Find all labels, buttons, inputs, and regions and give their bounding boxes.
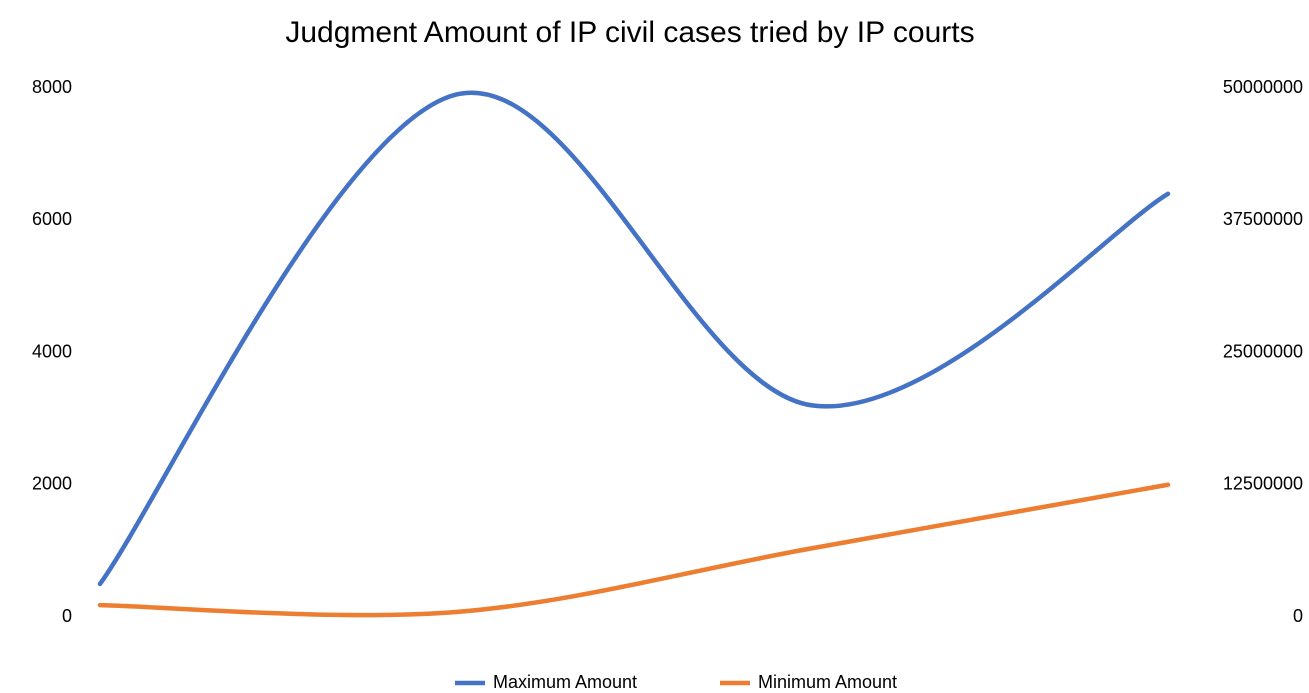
- legend-label: Maximum Amount: [493, 672, 637, 692]
- y-tick-label: 8000: [32, 77, 72, 97]
- y-tick-label: 4000: [32, 341, 72, 361]
- y-tick-label: 0: [62, 606, 72, 626]
- series-line: [97, 482, 1171, 618]
- y-tick-label: 2000: [32, 474, 72, 494]
- y2-tick-label: 25000000: [1223, 341, 1303, 361]
- y2-tick-label: 0: [1293, 606, 1303, 626]
- y2-tick-label: 12500000: [1223, 474, 1303, 494]
- y-tick-label: 6000: [32, 209, 72, 229]
- y2-tick-label: 37500000: [1223, 209, 1303, 229]
- y2-tick-label: 50000000: [1223, 77, 1303, 97]
- chart-title: Judgment Amount of IP civil cases tried …: [285, 16, 974, 49]
- legend-label: Minimum Amount: [758, 672, 897, 692]
- series-line: [97, 90, 1171, 587]
